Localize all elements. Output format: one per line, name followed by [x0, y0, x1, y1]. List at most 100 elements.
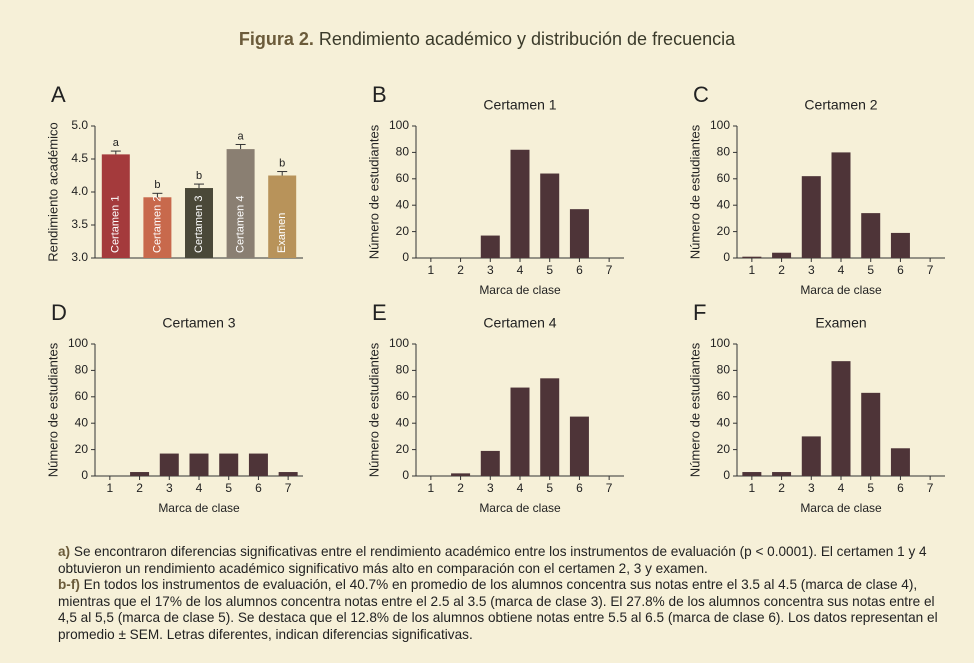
- x-tick-label: 7: [606, 481, 613, 495]
- bar: [185, 188, 213, 258]
- bar: [159, 453, 179, 476]
- x-tick-label: 4: [838, 263, 845, 277]
- x-tick-label: 5: [546, 481, 553, 495]
- bar-label: Certamen 1: [110, 196, 122, 253]
- x-tick-label: 7: [606, 263, 613, 277]
- x-tick-label: 1: [428, 481, 435, 495]
- bar: [480, 450, 500, 476]
- chart-title: Certamen 4: [483, 315, 556, 331]
- y-tick-label: 60: [396, 389, 410, 403]
- panel-letter: A: [51, 82, 66, 107]
- x-axis-label: Marca de clase: [800, 283, 882, 297]
- y-tick-label: 80: [75, 363, 89, 377]
- x-tick-label: 3: [166, 481, 173, 495]
- x-tick-label: 4: [517, 263, 524, 277]
- y-tick-label: 80: [396, 145, 410, 159]
- bar-label: Certamen 3: [193, 196, 205, 253]
- x-tick-label: 5: [546, 263, 553, 277]
- caption-paragraph: b-f) En todos los instrumentos de evalua…: [58, 577, 938, 643]
- significance-letter: b: [196, 170, 202, 182]
- x-tick-label: 4: [517, 481, 524, 495]
- panel-letter: E: [372, 300, 387, 325]
- y-tick-label: 80: [396, 363, 410, 377]
- y-tick-label: 100: [710, 118, 730, 132]
- caption-label: b-f): [58, 577, 80, 592]
- significance-letter: a: [113, 137, 120, 149]
- y-tick-label: 100: [389, 118, 409, 132]
- x-axis-label: Marca de clase: [479, 501, 561, 515]
- bar: [742, 472, 762, 476]
- bar: [248, 453, 268, 476]
- x-tick-label: 1: [749, 481, 756, 495]
- chart-title: Certamen 2: [804, 97, 877, 113]
- y-tick-label: 0: [723, 250, 730, 264]
- x-tick-label: 6: [576, 481, 583, 495]
- y-axis-label: Número de estudiantes: [45, 342, 60, 477]
- bar: [831, 152, 851, 258]
- bar: [742, 256, 762, 258]
- bar: [101, 154, 130, 258]
- x-axis-label: Marca de clase: [479, 283, 561, 297]
- x-tick-label: 4: [838, 481, 845, 495]
- y-tick-label: 40: [396, 197, 410, 211]
- y-axis-label: Número de estudiantes: [366, 124, 381, 259]
- bar-label: Certamen 2: [151, 196, 163, 253]
- x-tick-label: 6: [576, 263, 583, 277]
- bar: [268, 175, 297, 258]
- y-tick-label: 60: [75, 389, 89, 403]
- x-tick-label: 5: [867, 263, 874, 277]
- y-tick-label: 60: [717, 389, 731, 403]
- bar: [219, 453, 239, 476]
- figure-title-text: Rendimiento académico y distribución de …: [319, 29, 736, 49]
- y-tick-label: 0: [81, 468, 88, 482]
- x-tick-label: 7: [285, 481, 292, 495]
- x-tick-label: 3: [487, 481, 494, 495]
- bar: [861, 392, 881, 476]
- bar: [890, 448, 910, 476]
- caption-paragraph: a) Se encontraron diferencias significat…: [58, 544, 938, 577]
- bar: [801, 176, 821, 258]
- y-tick-label: 3.5: [71, 217, 88, 231]
- y-axis-label: Número de estudiantes: [687, 124, 702, 259]
- y-tick-label: 4.0: [71, 184, 88, 198]
- panel-letter: D: [51, 300, 67, 325]
- bar: [226, 149, 255, 258]
- y-tick-label: 80: [717, 145, 731, 159]
- bar: [569, 416, 589, 476]
- y-tick-label: 100: [68, 336, 88, 350]
- significance-letter: b: [279, 157, 285, 169]
- y-tick-label: 0: [402, 468, 409, 482]
- x-tick-label: 6: [897, 263, 904, 277]
- figure-title: Figura 2. Rendimiento académico y distrib…: [239, 29, 736, 49]
- y-axis-label: Número de estudiantes: [687, 342, 702, 477]
- y-tick-label: 20: [396, 224, 410, 238]
- x-tick-label: 2: [457, 263, 464, 277]
- x-axis-label: Marca de clase: [158, 501, 240, 515]
- bar: [801, 436, 821, 476]
- x-tick-label: 3: [808, 263, 815, 277]
- y-axis-label: Número de estudiantes: [366, 342, 381, 477]
- figure-label: Figura 2.: [239, 29, 314, 49]
- bar: [451, 473, 471, 476]
- x-tick-label: 4: [196, 481, 203, 495]
- bar: [540, 173, 560, 258]
- y-tick-label: 100: [710, 336, 730, 350]
- y-tick-label: 20: [396, 442, 410, 456]
- significance-letter: a: [238, 130, 245, 142]
- y-tick-label: 3.0: [71, 250, 88, 264]
- bar: [510, 149, 530, 258]
- y-axis-label: Rendimiento académico: [45, 122, 60, 261]
- y-tick-label: 5.0: [71, 118, 88, 132]
- panel-letter: C: [693, 82, 709, 107]
- chart-title: Certamen 3: [162, 315, 235, 331]
- bar-label: Certamen 4: [235, 196, 247, 253]
- significance-letter: b: [154, 179, 160, 191]
- x-tick-label: 1: [428, 263, 435, 277]
- bar: [480, 235, 500, 258]
- caption: a) Se encontraron diferencias significat…: [58, 544, 938, 643]
- y-tick-label: 40: [717, 415, 731, 429]
- y-tick-label: 0: [402, 250, 409, 264]
- panel-letter: B: [372, 82, 387, 107]
- caption-text: Se encontraron diferencias significativa…: [58, 544, 927, 576]
